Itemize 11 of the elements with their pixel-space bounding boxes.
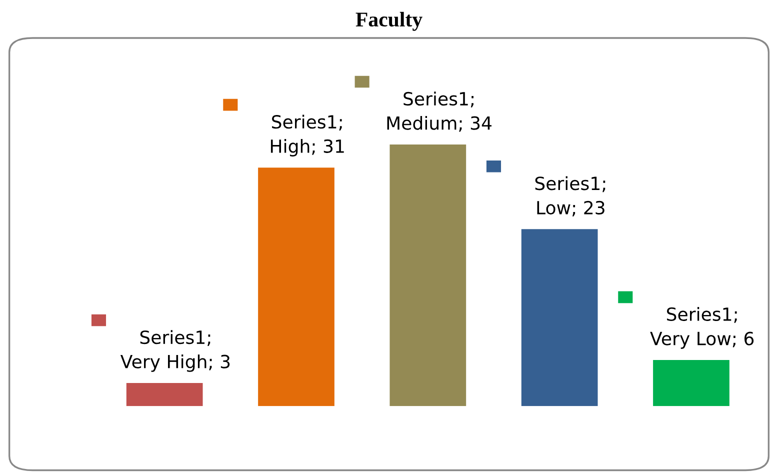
data-label: Series1; Very High; 3 bbox=[120, 330, 230, 372]
bar bbox=[390, 144, 466, 406]
data-label: Series1; Very Low; 6 bbox=[650, 307, 754, 349]
bar bbox=[126, 383, 203, 406]
data-label: Series1; Low; 23 bbox=[535, 176, 606, 216]
data-label: Series1; High; 31 bbox=[270, 114, 344, 156]
chart-title: Faculty bbox=[356, 12, 422, 31]
data-label: Series1; Medium; 34 bbox=[387, 92, 492, 132]
bar bbox=[258, 168, 334, 406]
bar bbox=[521, 229, 598, 406]
bar bbox=[653, 360, 730, 406]
